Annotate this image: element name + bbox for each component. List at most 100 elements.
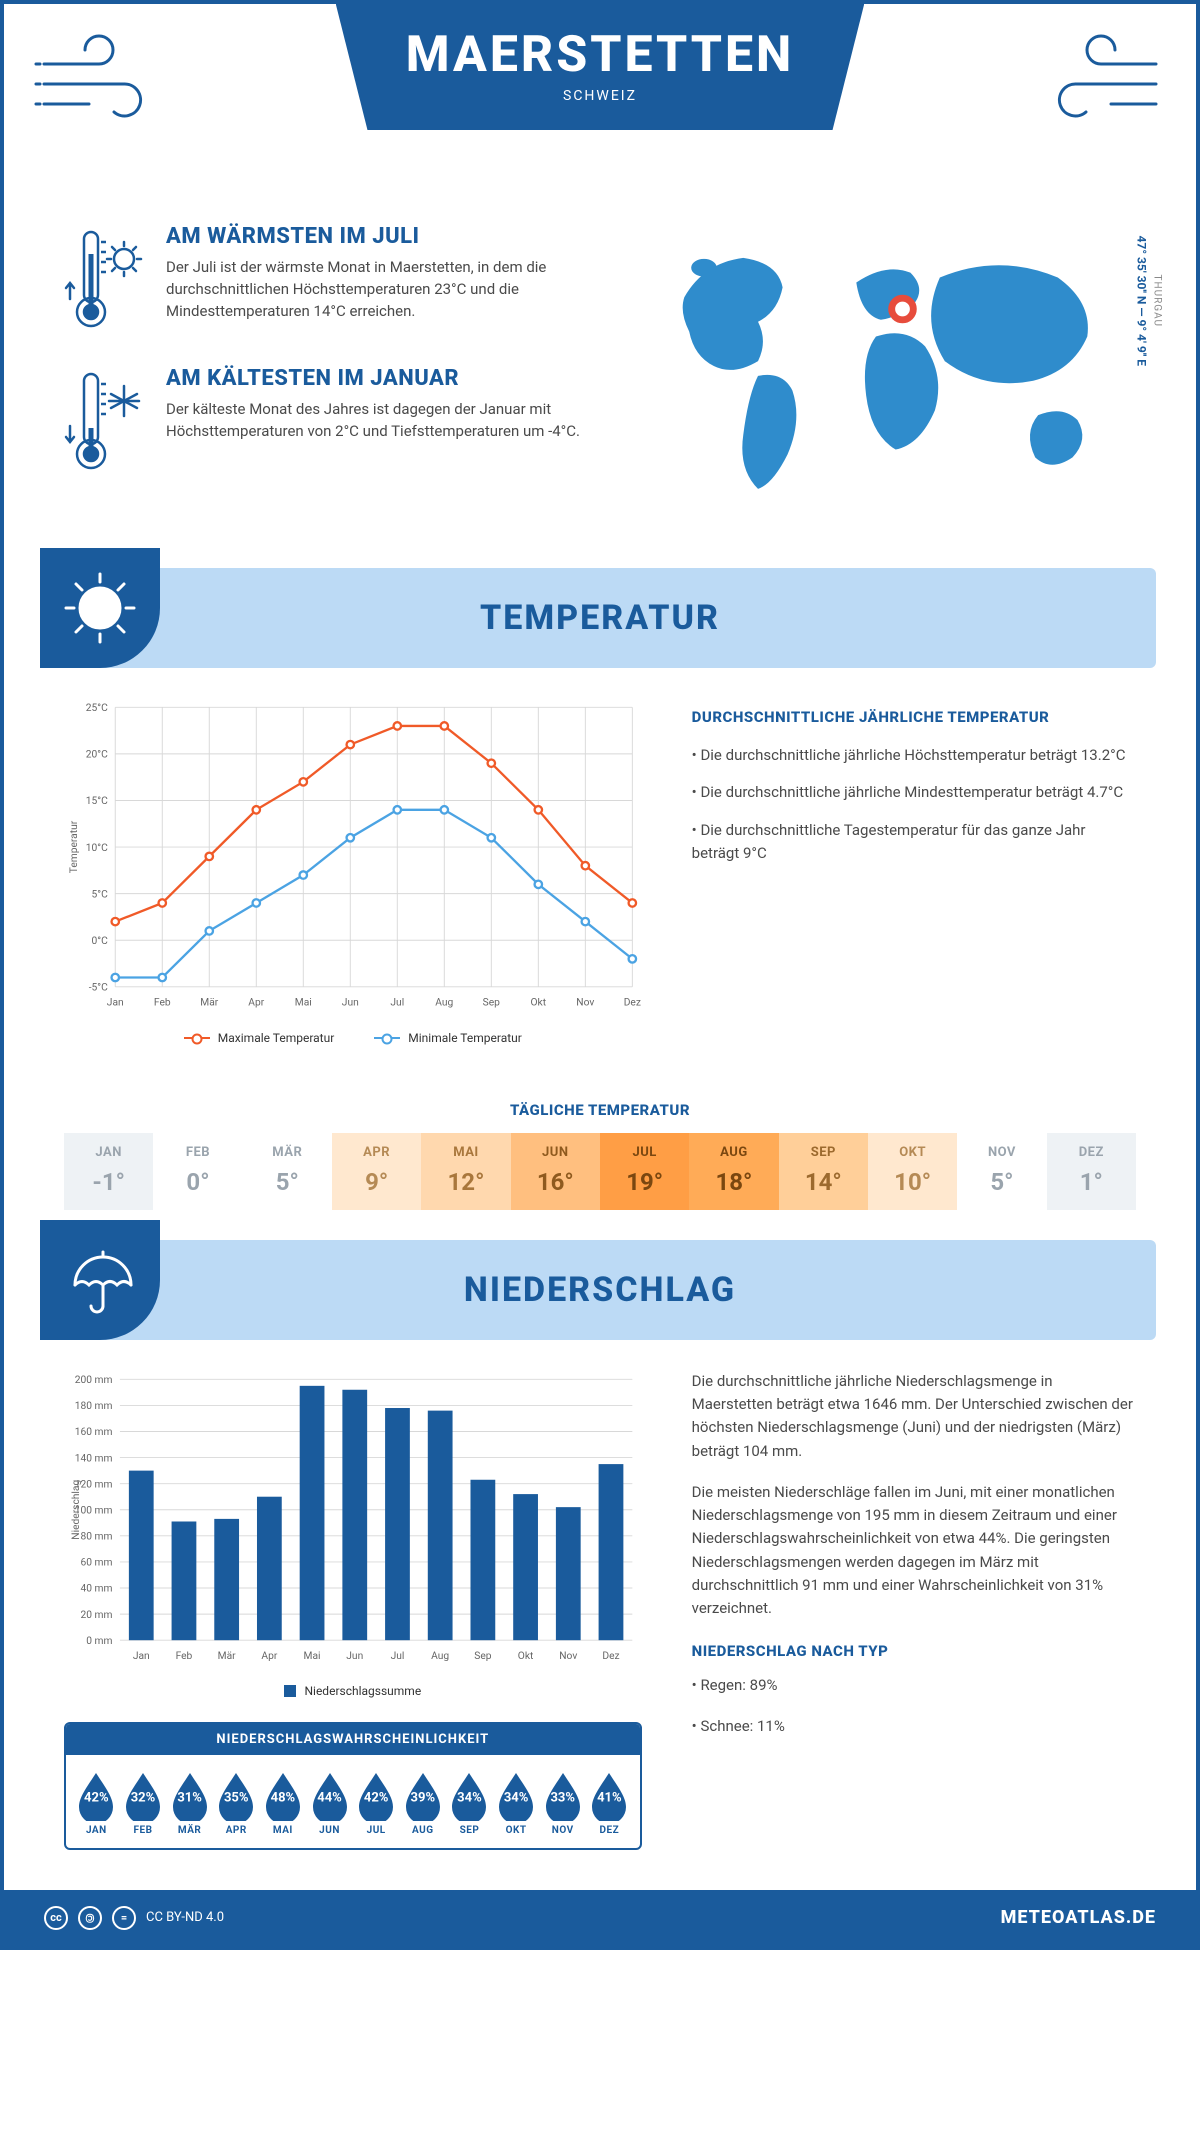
precip-para: Die durchschnittliche jährliche Niedersc… (692, 1370, 1136, 1463)
svg-text:Jun: Jun (346, 1649, 363, 1662)
temperature-line-chart: -5°C0°C5°C10°C15°C20°C25°CJanFebMärAprMa… (64, 698, 642, 1045)
prob-drop: 42%JUL (354, 1769, 399, 1836)
prob-drop: 41%DEZ (587, 1769, 632, 1836)
precip-probability-box: NIEDERSCHLAGSWAHRSCHEINLICHKEIT 42%JAN32… (64, 1722, 642, 1850)
nd-icon: = (112, 1906, 136, 1930)
header: MAERSTETTEN SCHWEIZ (4, 4, 1196, 204)
daily-cell: JAN-1° (64, 1133, 153, 1210)
svg-text:Mai: Mai (304, 1649, 321, 1662)
fact-warm-title: AM WÄRMSTEN IM JULI (166, 224, 605, 249)
page-subtitle: SCHWEIZ (406, 88, 794, 104)
svg-text:80 mm: 80 mm (80, 1529, 112, 1542)
license-text: CC BY-ND 4.0 (146, 1910, 224, 1925)
prob-drop: 34%OKT (494, 1769, 539, 1836)
svg-text:Jan: Jan (133, 1649, 150, 1662)
svg-text:Mär: Mär (218, 1649, 237, 1662)
temperature-summary: DURCHSCHNITTLICHE JÄHRLICHE TEMPERATUR •… (692, 698, 1136, 1045)
precipitation-summary: Die durchschnittliche jährliche Niedersc… (692, 1370, 1136, 1850)
svg-text:Mai: Mai (295, 995, 312, 1008)
svg-text:25°C: 25°C (86, 701, 108, 714)
prob-drop: 35%APR (214, 1769, 259, 1836)
svg-text:10°C: 10°C (86, 841, 108, 854)
precip-para: Die meisten Niederschläge fallen im Juni… (692, 1481, 1136, 1621)
summary-title: DURCHSCHNITTLICHE JÄHRLICHE TEMPERATUR (692, 708, 1136, 726)
prob-drop: 33%NOV (540, 1769, 585, 1836)
section-precipitation: NIEDERSCHLAG 0 mm20 mm40 mm60 mm80 mm100… (44, 1240, 1156, 1860)
page-title: MAERSTETTEN (406, 26, 794, 84)
svg-text:Temperatur: Temperatur (67, 820, 80, 873)
thermometer-hot-icon (64, 224, 144, 334)
prob-drop: 48%MAI (261, 1769, 306, 1836)
summary-bullet: • Die durchschnittliche Tagestemperatur … (692, 819, 1136, 866)
fact-cold: AM KÄLTESTEN IM JANUAR Der kälteste Mona… (64, 366, 605, 476)
svg-text:20°C: 20°C (86, 748, 108, 761)
svg-text:Apr: Apr (248, 995, 264, 1008)
prob-drop: 39%AUG (400, 1769, 445, 1836)
umbrella-icon (40, 1220, 160, 1340)
sun-icon (40, 548, 160, 668)
intro-facts: AM WÄRMSTEN IM JULI Der Juli ist der wär… (64, 224, 605, 508)
svg-text:Sep: Sep (474, 1649, 492, 1662)
daily-cell: MAI12° (421, 1133, 510, 1210)
daily-cell: NOV5° (957, 1133, 1046, 1210)
svg-text:160 mm: 160 mm (75, 1425, 113, 1438)
daily-temp-strip: JAN-1°FEB0°MÄR5°APR9°MAI12°JUN16°JUL19°A… (64, 1133, 1136, 1210)
svg-text:0 mm: 0 mm (86, 1634, 112, 1647)
daily-cell: APR9° (332, 1133, 421, 1210)
svg-text:180 mm: 180 mm (75, 1399, 113, 1412)
section-header: TEMPERATUR (44, 568, 1156, 668)
footer: cc 🄯 = CC BY-ND 4.0 METEOATLAS.DE (4, 1890, 1196, 1946)
svg-text:Okt: Okt (531, 995, 547, 1008)
prob-drop: 31%MÄR (167, 1769, 212, 1836)
svg-text:Jul: Jul (391, 1649, 405, 1662)
intro: AM WÄRMSTEN IM JULI Der Juli ist der wär… (4, 204, 1196, 548)
world-map-icon (645, 226, 1136, 506)
fact-cold-title: AM KÄLTESTEN IM JANUAR (166, 366, 605, 391)
svg-text:15°C: 15°C (86, 794, 108, 807)
wind-icon (34, 34, 174, 134)
prob-drop: 42%JAN (74, 1769, 119, 1836)
fact-warm: AM WÄRMSTEN IM JULI Der Juli ist der wär… (64, 224, 605, 334)
svg-text:Aug: Aug (435, 995, 453, 1008)
wind-icon (1026, 34, 1166, 134)
svg-text:Jan: Jan (107, 995, 124, 1008)
title-banner: MAERSTETTEN SCHWEIZ (336, 4, 864, 130)
coordinates: THURGAU 47° 35' 30'' N — 9° 4' 9'' E (1134, 236, 1162, 366)
daily-temp-title: TÄGLICHE TEMPERATUR (44, 1101, 1156, 1119)
daily-cell: JUN16° (511, 1133, 600, 1210)
daily-cell: FEB0° (153, 1133, 242, 1210)
svg-text:140 mm: 140 mm (75, 1451, 113, 1464)
svg-text:Aug: Aug (431, 1649, 449, 1662)
daily-cell: AUG18° (689, 1133, 778, 1210)
precipitation-bar-chart: 0 mm20 mm40 mm60 mm80 mm100 mm120 mm140 … (64, 1370, 642, 1698)
svg-text:0°C: 0°C (92, 934, 109, 947)
svg-text:Dez: Dez (624, 995, 641, 1008)
svg-text:Feb: Feb (176, 1649, 193, 1662)
svg-text:Niederschlag: Niederschlag (69, 1479, 82, 1539)
world-map-wrap: THURGAU 47° 35' 30'' N — 9° 4' 9'' E (645, 224, 1136, 508)
svg-text:Nov: Nov (559, 1649, 577, 1662)
svg-text:200 mm: 200 mm (75, 1373, 113, 1386)
svg-text:-5°C: -5°C (89, 981, 108, 994)
site-name: METEOATLAS.DE (1001, 1907, 1156, 1928)
license: cc 🄯 = CC BY-ND 4.0 (44, 1906, 224, 1930)
daily-cell: MÄR5° (243, 1133, 332, 1210)
daily-cell: DEZ1° (1047, 1133, 1136, 1210)
section-title: NIEDERSCHLAG (164, 1270, 1156, 1310)
summary-bullet: • Die durchschnittliche jährliche Höchst… (692, 744, 1136, 767)
cc-icon: cc (44, 1906, 68, 1930)
page: MAERSTETTEN SCHWEIZ (0, 0, 1200, 1950)
fact-warm-text: Der Juli ist der wärmste Monat in Maerst… (166, 257, 605, 322)
prob-drop: 32%FEB (121, 1769, 166, 1836)
svg-text:Okt: Okt (518, 1649, 534, 1662)
prob-drop: 34%SEP (447, 1769, 492, 1836)
fact-cold-text: Der kälteste Monat des Jahres ist dagege… (166, 399, 605, 443)
svg-text:Mär: Mär (200, 995, 219, 1008)
type-bullet: • Regen: 89% (692, 1674, 1136, 1697)
daily-cell: OKT10° (868, 1133, 957, 1210)
prob-drop: 44%JUN (307, 1769, 352, 1836)
svg-text:Dez: Dez (602, 1649, 619, 1662)
svg-text:20 mm: 20 mm (80, 1608, 112, 1621)
region-label: THURGAU (1151, 236, 1162, 366)
svg-text:Jun: Jun (342, 995, 359, 1008)
